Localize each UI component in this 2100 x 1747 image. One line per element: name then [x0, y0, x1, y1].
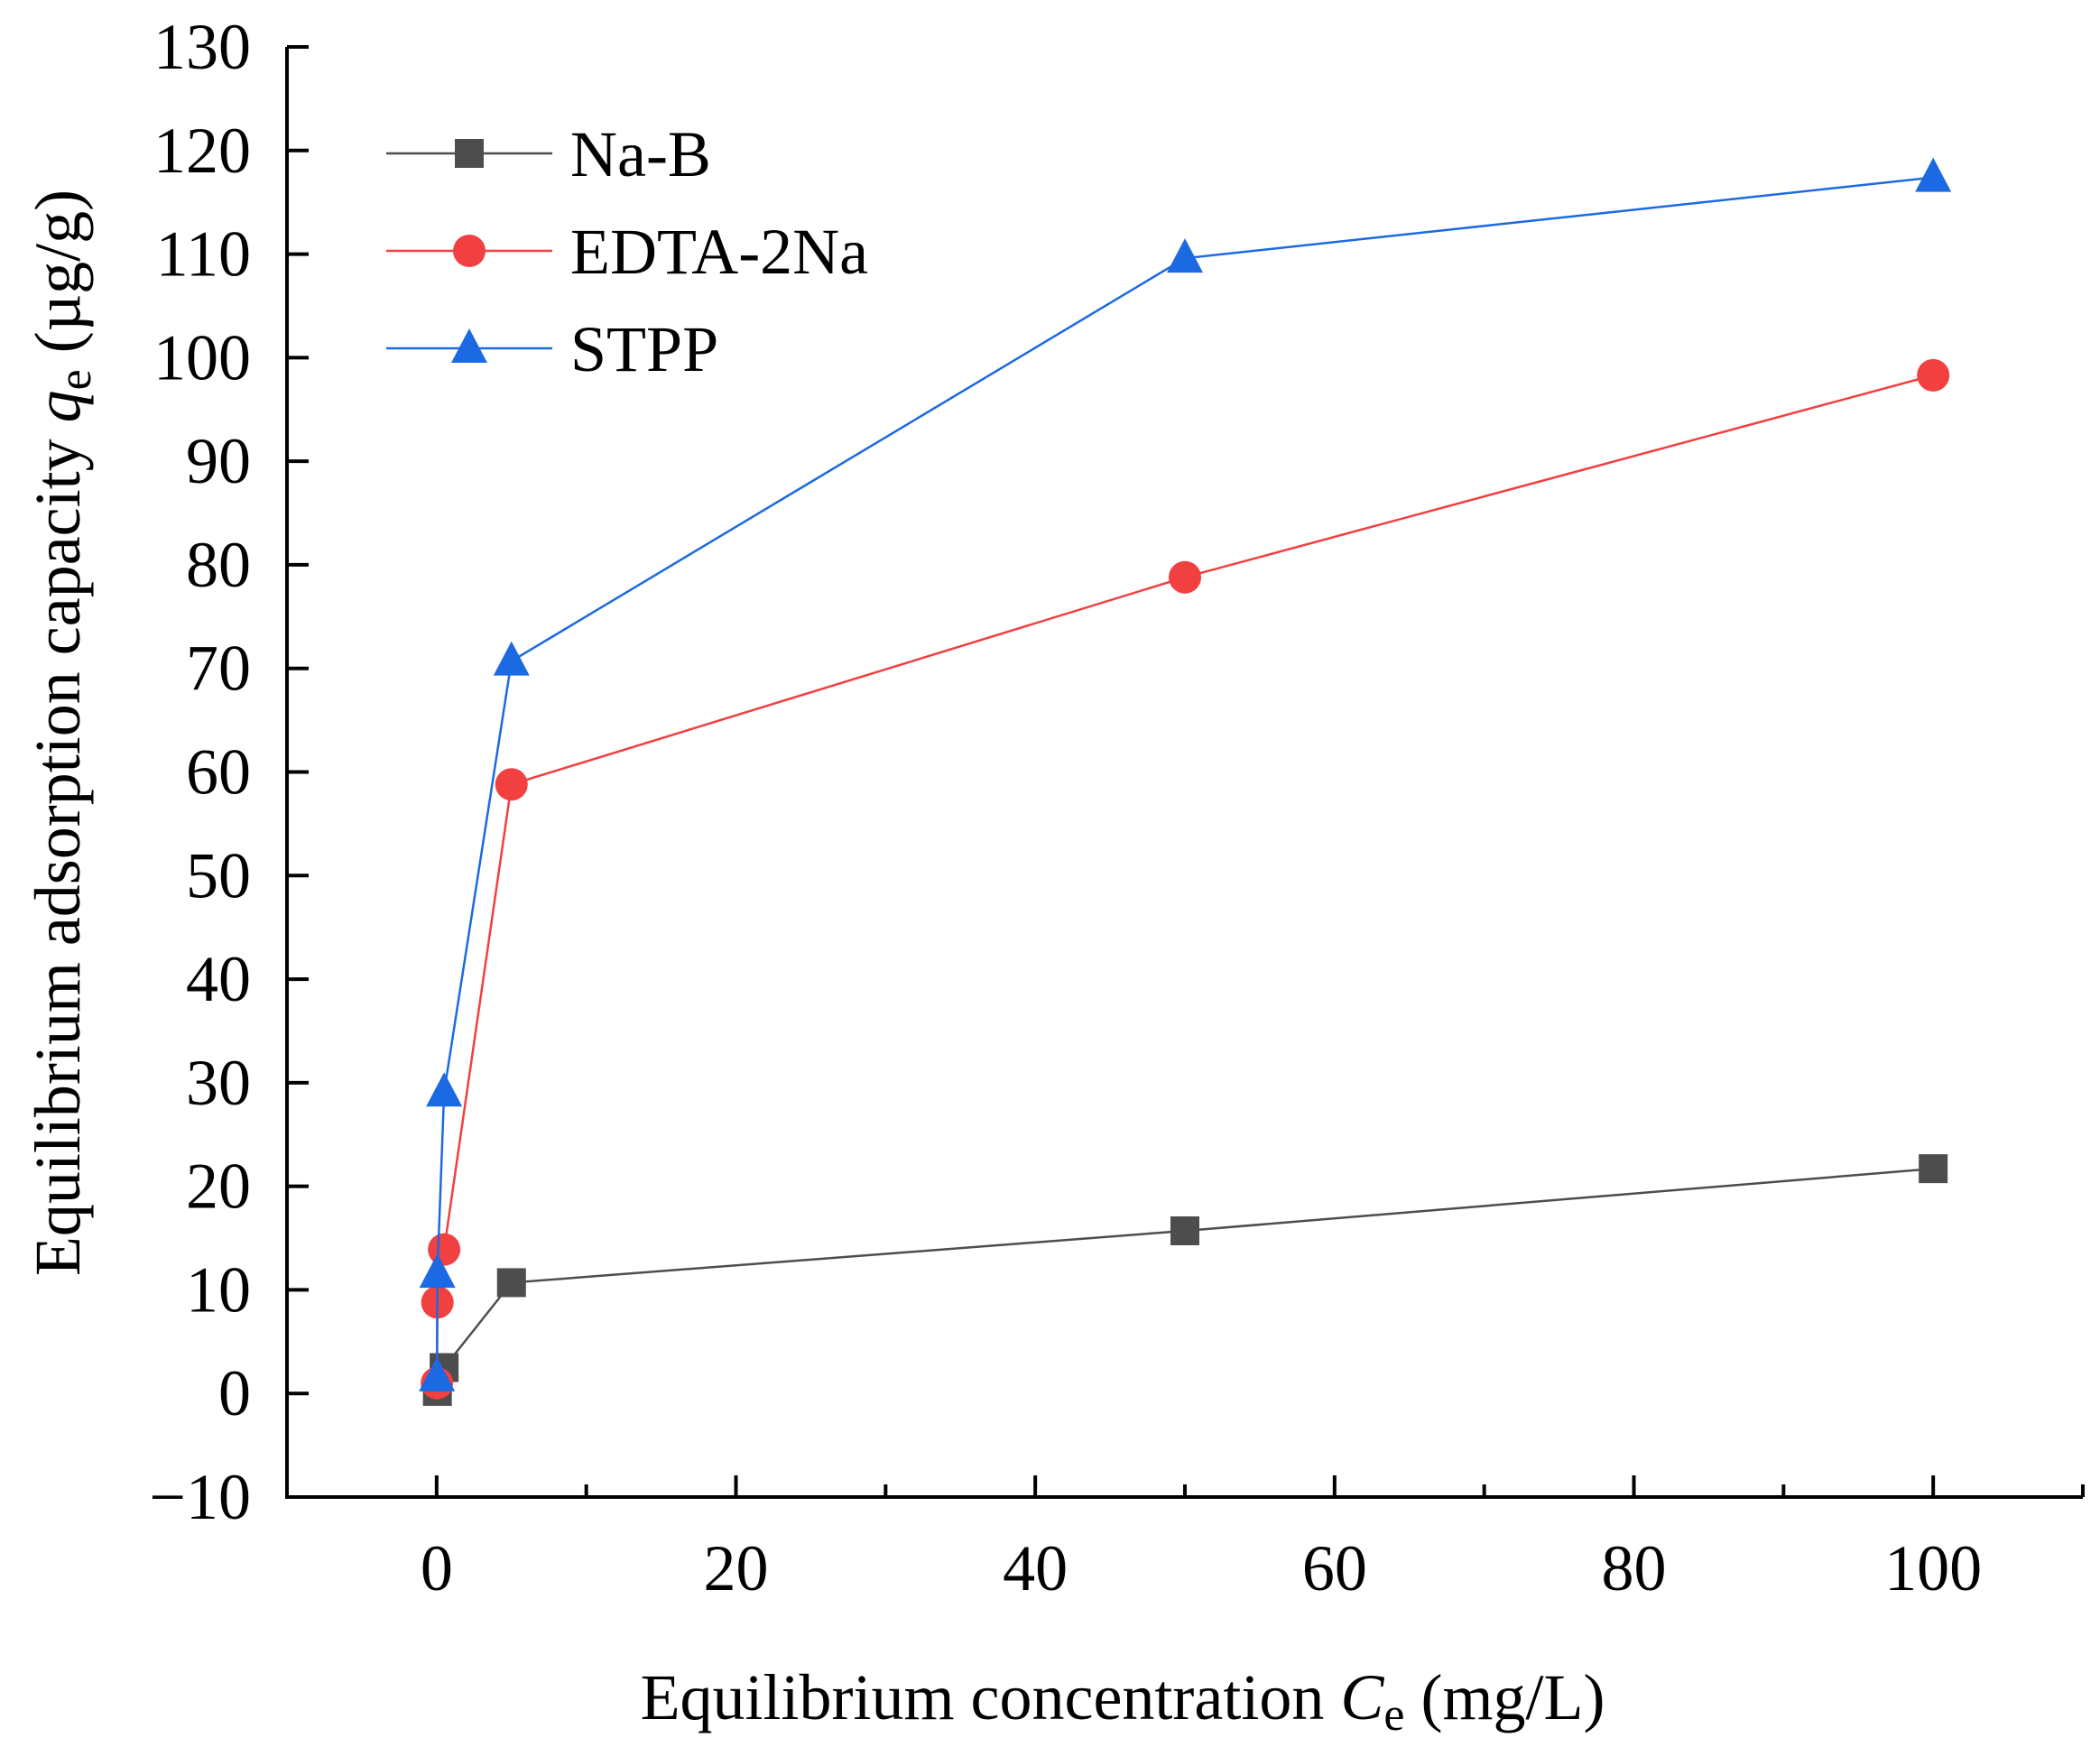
data-point-stpp [493, 641, 530, 676]
data-point-na-b [496, 1268, 526, 1298]
y-tick-label: 10 [186, 1253, 251, 1326]
legend-label-na-b: Na-B [570, 118, 711, 190]
data-point-edta-2na [1169, 560, 1201, 594]
legend-marker-na-b [455, 139, 484, 168]
data-point-edta-2na [495, 768, 528, 801]
data-point-edta-2na [1917, 358, 1950, 392]
y-tick-label: 20 [186, 1151, 251, 1223]
series-line-stpp [435, 176, 1934, 1377]
legend: Na-B EDTA-2Na STPP [386, 118, 868, 385]
data-point-stpp [419, 1356, 456, 1391]
x-tick-label: 40 [1003, 1532, 1068, 1604]
data-point-na-b [1919, 1154, 1948, 1184]
y-axis-label: Equilibrium adsorption capacity qe (µg/g… [22, 189, 101, 1276]
data-point-stpp [426, 1072, 463, 1107]
y-tick-label: 70 [186, 633, 251, 705]
y-tick-label: 60 [186, 736, 251, 809]
y-tick-label: 30 [186, 1047, 251, 1119]
legend-label-stpp: STPP [570, 313, 718, 385]
y-tick-label: 40 [186, 943, 251, 1015]
x-tick-label: 80 [1602, 1532, 1667, 1604]
data-point-stpp [1915, 157, 1952, 192]
y-tick-label: 80 [186, 529, 251, 601]
y-tick-label: 110 [156, 218, 251, 291]
ticks: −10 0 10 20 30 40 50 60 70 80 90 100 110 120 130 0 20 40 6… [149, 11, 2085, 1604]
x-tick-label: 100 [1884, 1532, 1982, 1604]
legend-marker-stpp [451, 328, 487, 363]
y-tick-label: −10 [149, 1461, 251, 1533]
data-point-na-b [1170, 1216, 1199, 1246]
data-point-edta-2na [428, 1233, 461, 1266]
legend-label-edta-2na: EDTA-2Na [570, 216, 868, 288]
plot-area [419, 157, 1952, 1406]
legend-marker-edta-2na [453, 235, 486, 267]
y-tick-label: 120 [153, 115, 251, 187]
x-tick-label: 60 [1302, 1532, 1367, 1604]
x-tick-label: 20 [704, 1532, 769, 1604]
y-tick-label: 50 [186, 839, 251, 911]
x-tick-label: 0 [421, 1532, 453, 1604]
y-tick-label: 0 [218, 1357, 251, 1429]
y-tick-label: 130 [153, 11, 251, 83]
y-tick-label: 90 [186, 425, 251, 497]
x-axis-label: Equilibrium concentration Ce (mg/L) [641, 1661, 1605, 1741]
data-point-stpp [1167, 238, 1203, 273]
data-point-stpp [419, 1253, 456, 1289]
series-line-na-b [436, 1167, 1934, 1392]
y-tick-label: 100 [153, 321, 251, 393]
